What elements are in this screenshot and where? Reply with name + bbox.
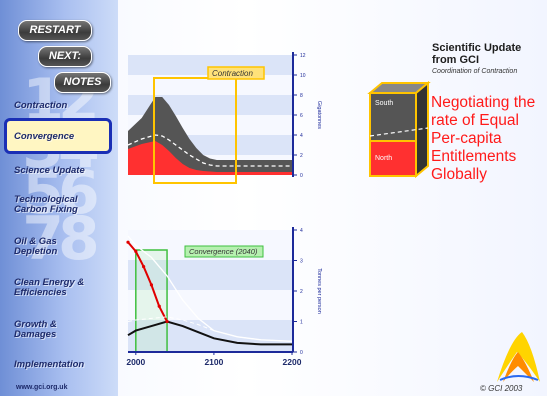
sidebar: 12345678 RESTART NEXT: NOTES Contraction…	[0, 0, 118, 396]
sidebar-item-contraction[interactable]: Contraction	[14, 100, 68, 111]
bottom-y-tick-label: 1	[300, 320, 303, 326]
sidebar-item-science-update[interactable]: Science Update	[14, 165, 85, 176]
north-point	[126, 240, 130, 244]
bottom-y-axis-label: Tonnes per person	[316, 268, 322, 314]
sidebar-item-oil-gas-depletion[interactable]: Oil & Gas Depletion	[14, 236, 58, 257]
top-y-tick-label: 6	[300, 113, 303, 119]
bottom-y-tick-label: 3	[300, 259, 303, 265]
top-y-tick-label: 12	[300, 53, 306, 59]
series-dashed-line	[127, 316, 293, 342]
contraction-highlight	[153, 77, 237, 184]
next-button[interactable]: NEXT:	[38, 46, 92, 67]
bottom-y-tick-label: 2	[300, 289, 303, 295]
contraction-label: Contraction	[212, 69, 253, 78]
north-area	[128, 141, 292, 175]
contraction-chart: Contraction 0 2 4 6 8 10 12 Gigatonnes	[127, 52, 322, 184]
convergence-label-box	[184, 245, 264, 258]
box-south-label: South	[375, 100, 393, 107]
bottom-x-tick-label: 2200	[283, 357, 302, 367]
series-south-line	[127, 320, 292, 346]
page-subtitle: Coordination of Contraction	[432, 68, 518, 75]
series-north-line	[127, 241, 168, 322]
dashed-line	[127, 134, 292, 167]
contraction-label-box	[207, 66, 265, 80]
website-url[interactable]: www.gci.org.uk	[16, 384, 68, 391]
bottom-y-tick-label: 0	[300, 350, 303, 356]
bottom-y-tick-label: 4	[300, 228, 303, 234]
sidebar-item-growth-damages[interactable]: Growth & Damages	[14, 319, 57, 340]
convergence-highlight	[135, 249, 168, 353]
top-y-tick-label: 10	[300, 73, 306, 79]
top-y-tick-label: 0	[300, 173, 303, 179]
active-item-highlight	[4, 118, 112, 154]
sidebar-item-convergence[interactable]: Convergence	[14, 131, 75, 142]
sidebar-item-technological-carbon-fixing[interactable]: Technological Carbon Fixing	[14, 194, 78, 215]
convergence-chart: Convergence (2040) 0 1 2 3 4 Tonnes per person…	[126, 227, 322, 367]
top-y-tick-label: 4	[300, 133, 303, 139]
north-point	[134, 249, 138, 253]
box-north-label: North	[375, 155, 392, 162]
top-y-tick-label: 2	[300, 153, 303, 159]
north-point	[149, 283, 154, 287]
sidebar-item-clean-energy[interactable]: Clean Energy & Efficiencies	[14, 277, 85, 298]
north-point	[142, 265, 146, 269]
main-message: Negotiating the rate of Equal Per-capita…	[431, 94, 536, 183]
sidebar-item-implementation[interactable]: Implementation	[14, 359, 85, 370]
north-point	[157, 304, 161, 308]
bottom-x-tick-label: 2000	[126, 357, 145, 367]
convergence-label: Convergence (2040)	[189, 247, 258, 256]
notes-button[interactable]: NOTES	[54, 72, 111, 93]
page-title: Scientific Update from GCI	[432, 42, 522, 66]
top-y-axis-label: Gigatonnes	[316, 101, 322, 129]
copyright: © GCI 2003	[480, 384, 523, 393]
north-point	[165, 319, 169, 324]
top-y-tick-label: 8	[300, 93, 303, 99]
series-white-line	[127, 235, 293, 342]
gci-logo	[497, 332, 540, 382]
north-south-box: South North	[367, 80, 431, 179]
bottom-x-tick-label: 2100	[204, 357, 223, 367]
restart-button[interactable]: RESTART	[18, 20, 92, 41]
